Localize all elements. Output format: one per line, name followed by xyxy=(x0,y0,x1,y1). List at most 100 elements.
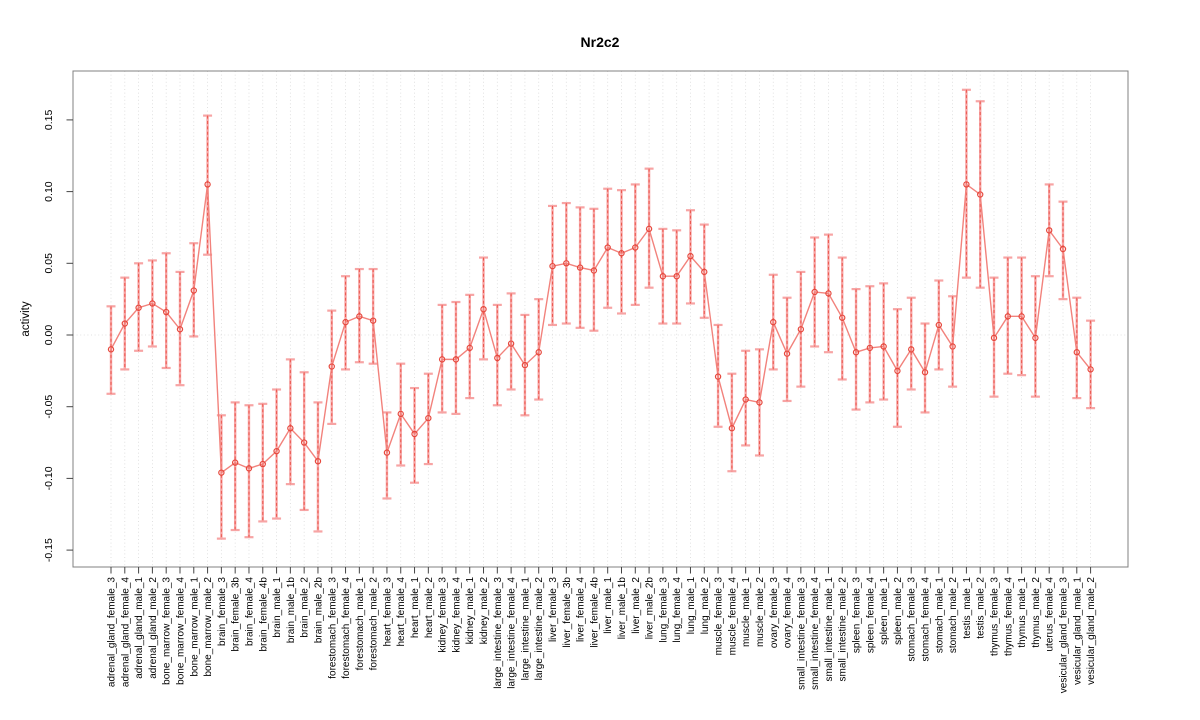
x-tick-label: muscle_female_4 xyxy=(727,577,738,656)
x-tick-label: muscle_female_3 xyxy=(714,577,725,656)
x-tick-label: uterus_female_4 xyxy=(1045,577,1056,652)
chart-title: Nr2c2 xyxy=(581,34,620,50)
data-point-marker xyxy=(811,288,818,296)
x-tick-label: kidney_female_3 xyxy=(438,577,449,653)
x-tick-label: brain_male_1 xyxy=(272,577,283,638)
x-tick-label: forestomach_male_2 xyxy=(369,577,380,671)
x-tick-label: small_intestine_male_2 xyxy=(838,577,849,682)
data-point-marker xyxy=(176,326,184,333)
x-tick-label: liver_female_3b xyxy=(562,577,573,648)
data-point-marker xyxy=(852,349,860,356)
x-tick-label: small_intestine_male_1 xyxy=(824,577,835,682)
x-tick-label: kidney_male_1 xyxy=(465,577,476,645)
x-tick-label: large_intestine_male_1 xyxy=(520,577,531,681)
y-tick-label: -0.15 xyxy=(43,538,55,562)
x-tick-label: brain_female_3 xyxy=(217,577,228,646)
x-tick-label: heart_male_1 xyxy=(410,577,421,639)
data-point-marker xyxy=(397,410,404,418)
data-point-marker xyxy=(521,361,529,369)
axis-ticks xyxy=(66,119,1092,574)
y-axis-label: activity xyxy=(20,301,32,336)
y-tick-label: -0.10 xyxy=(43,466,55,490)
x-tick-label: forestomach_female_3 xyxy=(327,577,338,679)
data-point-marker xyxy=(411,430,418,438)
data-markers xyxy=(107,181,1094,476)
x-tick-label: adrenal_gland_female_4 xyxy=(120,577,131,688)
data-point-marker xyxy=(673,273,680,280)
gridlines xyxy=(73,71,1128,567)
plot-box xyxy=(72,70,1129,568)
x-tick-label: adrenal_gland_male_2 xyxy=(148,577,159,679)
data-point-marker xyxy=(121,320,128,327)
x-tick-label: lung_male_2 xyxy=(700,577,711,635)
x-tick-label: forestomach_female_4 xyxy=(341,577,352,679)
data-point-marker xyxy=(728,425,736,432)
y-tick-label: 0.10 xyxy=(43,181,55,202)
data-point-marker xyxy=(894,367,901,375)
data-point-marker xyxy=(135,304,142,311)
data-point-marker xyxy=(687,252,694,260)
data-point-marker xyxy=(300,439,308,446)
data-point-marker xyxy=(604,244,611,251)
data-point-marker xyxy=(452,356,460,363)
x-tick-label: brain_female_3b xyxy=(231,577,242,652)
axis-labels: 0.15 0.10 0.05 0.00 -0.05 -0.10 -0.15 adrenal_g… xyxy=(43,110,1097,694)
x-tick-label: brain_male_2 xyxy=(300,577,311,638)
data-point-marker xyxy=(1087,366,1094,373)
data-point-marker xyxy=(535,349,542,356)
data-point-marker xyxy=(245,465,253,472)
x-tick-label: muscle_male_1 xyxy=(741,577,752,647)
data-point-marker xyxy=(935,321,943,329)
x-tick-label: adrenal_gland_male_1 xyxy=(134,577,145,679)
data-point-marker xyxy=(797,326,805,333)
x-tick-label: thymus_female_4 xyxy=(1003,577,1014,656)
x-tick-label: spleen_male_1 xyxy=(879,577,890,645)
data-point-marker xyxy=(756,399,763,406)
y-tick-label: -0.05 xyxy=(43,395,55,419)
data-point-marker xyxy=(563,260,570,267)
data-point-marker xyxy=(259,460,266,468)
data-point-marker xyxy=(880,343,887,350)
x-tick-label: ovary_female_4 xyxy=(783,577,794,649)
data-point-marker xyxy=(107,346,115,353)
y-tick-label: 0.05 xyxy=(43,253,55,274)
data-point-marker xyxy=(1059,245,1067,253)
x-tick-label: spleen_male_2 xyxy=(893,577,904,645)
x-tick-label: small_intestine_female_4 xyxy=(810,577,821,690)
data-point-marker xyxy=(204,181,211,188)
x-tick-label: lung_female_3 xyxy=(658,577,669,643)
data-point-marker xyxy=(162,308,170,316)
data-point-marker xyxy=(507,340,515,347)
data-point-marker xyxy=(701,268,708,276)
data-point-marker xyxy=(190,287,197,294)
data-point-marker xyxy=(990,334,998,342)
error-bars xyxy=(106,88,1096,540)
x-tick-label: liver_female_3 xyxy=(548,577,559,642)
x-tick-label: spleen_female_4 xyxy=(865,577,876,654)
x-tick-label: thymus_male_2 xyxy=(1031,577,1042,648)
data-point-marker xyxy=(645,225,653,233)
data-point-marker xyxy=(1073,349,1080,356)
x-tick-label: bone_marrow_male_1 xyxy=(189,577,200,677)
x-tick-label: vesicular_gland_male_2 xyxy=(1086,577,1097,685)
data-point-marker xyxy=(783,350,791,357)
x-tick-label: small_intestine_female_3 xyxy=(796,577,807,690)
data-point-marker xyxy=(466,344,473,352)
data-point-marker xyxy=(590,267,598,274)
x-tick-label: brain_male_2b xyxy=(313,577,324,644)
x-tick-label: liver_male_1b xyxy=(617,577,628,640)
x-tick-label: thymus_female_3 xyxy=(990,577,1001,656)
x-tick-label: large_intestine_female_3 xyxy=(493,577,504,689)
data-point-marker xyxy=(618,250,625,257)
x-tick-label: thymus_male_1 xyxy=(1017,577,1028,648)
data-point-marker xyxy=(839,314,846,321)
x-tick-label: muscle_male_2 xyxy=(755,577,766,647)
data-point-marker xyxy=(977,191,984,198)
x-tick-label: adrenal_gland_female_3 xyxy=(107,577,118,688)
x-tick-label: liver_male_2 xyxy=(631,577,642,634)
data-point-marker xyxy=(549,262,556,270)
x-tick-label: vesicular_gland_female_3 xyxy=(1058,577,1069,694)
data-point-marker xyxy=(1004,313,1012,320)
data-point-marker xyxy=(659,273,667,280)
